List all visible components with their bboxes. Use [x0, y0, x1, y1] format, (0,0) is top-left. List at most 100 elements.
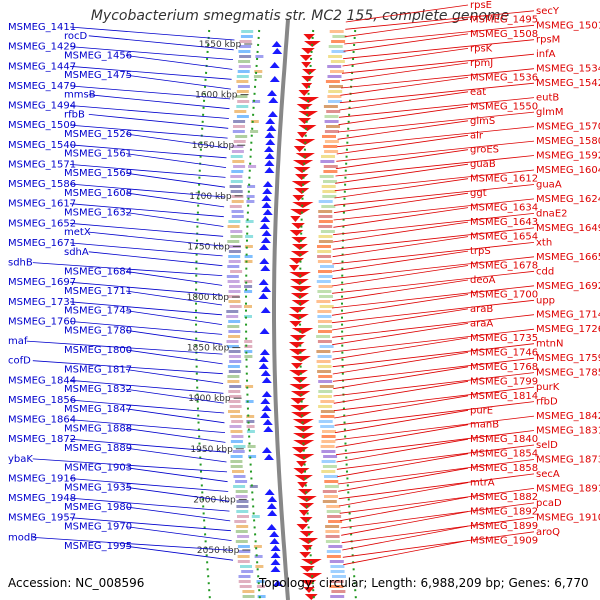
gene-arrow-right	[299, 552, 311, 558]
gene-arrow-right	[301, 76, 314, 82]
gene-label-right: araA	[470, 318, 493, 329]
leader-line-left	[125, 486, 229, 502]
kbp-tick-label: 2000 kbp	[193, 495, 236, 505]
feature-block-right	[317, 260, 332, 263]
gene-label-left: MSMEG_1526	[64, 129, 132, 140]
feature-block-inner	[248, 455, 257, 458]
gene-arrow-left	[270, 545, 281, 551]
leader-line-right	[333, 366, 469, 390]
gene-label-right: MSMEG_1726	[536, 324, 600, 335]
gene-label-left: MSMEG_1671	[8, 238, 76, 249]
gene-label-right: MSMEG_1840	[470, 434, 538, 445]
dotted-track-1	[195, 29, 211, 600]
gene-label-right: MSMEG_1649	[536, 223, 600, 234]
feature-block-right	[326, 510, 341, 513]
feature-block-left	[228, 370, 241, 373]
gene-arrow-left	[260, 412, 271, 418]
leader-line-right	[342, 48, 469, 67]
gene-label-left: MSMEG_1608	[64, 188, 132, 199]
leader-line-right	[335, 163, 469, 184]
feature-block-left	[228, 400, 241, 403]
leader-line-left	[69, 399, 225, 414]
feature-block-right	[330, 570, 345, 573]
label-leader-lines	[26, 4, 535, 566]
feature-block-inner	[246, 425, 255, 428]
leader-line-right	[344, 19, 469, 38]
feature-block-right	[329, 585, 344, 588]
feature-block-right	[324, 120, 339, 123]
gene-label-left: MSMEG_1872	[8, 434, 76, 445]
gene-arrow-left	[266, 503, 277, 509]
feature-tracks	[226, 30, 347, 600]
feature-block-inner	[246, 430, 255, 433]
feature-block-right	[317, 245, 331, 248]
gene-arrow-right	[289, 370, 308, 376]
gene-arrow-left	[264, 160, 275, 166]
feature-block-left	[230, 455, 243, 458]
feature-block-right	[330, 60, 345, 63]
feature-block-right	[318, 240, 333, 243]
gene-label-left: MSMEG_1844	[8, 375, 76, 386]
leader-line-left	[32, 537, 233, 551]
gene-label-right: MSMEG_1624	[536, 194, 600, 205]
feature-block-left	[228, 410, 240, 413]
feature-block-right	[320, 400, 335, 403]
feature-block-left	[235, 135, 248, 138]
gene-arrow-right	[301, 48, 315, 54]
kbp-tick-label: 2050 kbp	[197, 546, 240, 556]
feature-block-inner	[255, 565, 264, 568]
gene-arrow-left	[261, 230, 272, 236]
leader-line-left	[69, 183, 225, 198]
feature-block-left	[241, 30, 254, 33]
kbp-tick-label: 1900 kbp	[188, 394, 231, 404]
gene-arrow-right	[304, 594, 318, 600]
gene-arrow-left	[267, 510, 278, 516]
gene-label-right: MSMEG_1882	[470, 492, 538, 503]
gene-arrow-right	[288, 314, 309, 320]
feature-block-right	[318, 220, 333, 223]
gene-label-right: glmM	[536, 107, 564, 118]
feature-block-right	[326, 555, 341, 558]
feature-block-inner	[245, 235, 254, 238]
gene-label-left: ybaK	[8, 454, 33, 465]
leader-line-right	[337, 120, 469, 140]
feature-block-right	[325, 540, 340, 543]
feature-block-right	[316, 300, 331, 303]
gene-arrow-left	[264, 132, 275, 138]
feature-block-inner	[244, 245, 253, 248]
leader-line-right	[340, 502, 535, 529]
feature-block-right	[321, 185, 336, 188]
gene-arrow-right	[301, 62, 312, 68]
leader-line-right	[341, 517, 535, 544]
leader-line-right	[332, 308, 469, 331]
feature-block-right	[317, 320, 332, 323]
gene-arrow-left	[260, 398, 271, 404]
feature-block-left	[231, 435, 244, 438]
feature-block-inner	[244, 285, 253, 288]
gene-label-left: MSMEG_1864	[8, 415, 76, 426]
feature-block-right	[318, 420, 333, 423]
leader-line-right	[332, 323, 469, 346]
gene-arrow-right	[295, 174, 309, 180]
feature-block-left	[237, 85, 250, 88]
gene-arrow-left	[272, 580, 283, 586]
feature-block-right	[317, 310, 332, 313]
feature-block-right	[319, 345, 334, 348]
leader-line-right	[339, 488, 535, 514]
gene-arrow-right	[294, 188, 310, 194]
feature-block-right	[322, 500, 337, 503]
leader-line-right	[341, 53, 535, 74]
feature-block-right	[323, 455, 338, 458]
gene-label-right: MSMEG_1891	[536, 483, 600, 494]
gene-label-left: MSMEG_1957	[8, 513, 76, 524]
feature-block-left	[230, 460, 243, 463]
feature-block-left	[226, 340, 239, 343]
feature-block-right	[316, 335, 331, 338]
leader-line-right	[331, 294, 469, 316]
gene-arrow-left	[261, 391, 272, 397]
feature-block-left	[227, 240, 240, 243]
gene-label-right: secY	[536, 6, 560, 17]
feature-block-right	[318, 275, 333, 278]
